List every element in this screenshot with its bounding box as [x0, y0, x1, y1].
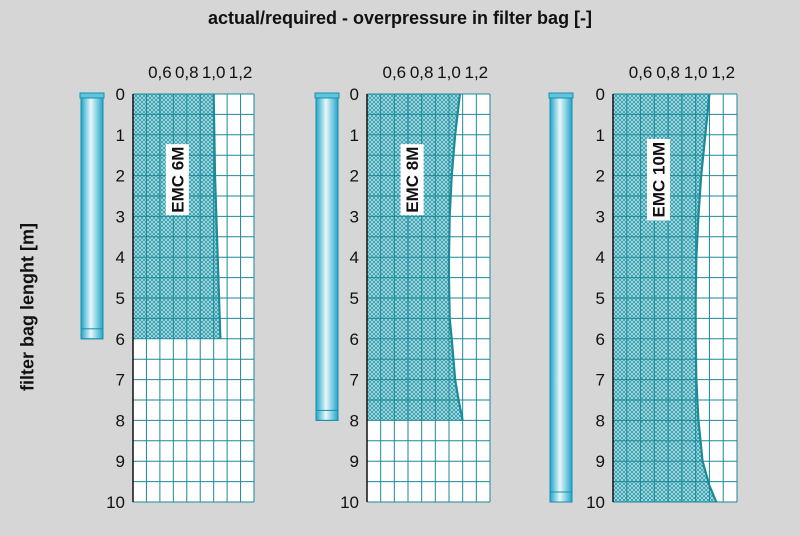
y-tick-label: 10 [340, 493, 359, 512]
x-tick-label: 0,6 [383, 63, 407, 82]
svg-text:EMC 10M: EMC 10M [649, 142, 668, 218]
series-line [212, 93, 222, 339]
x-tick-label: 1,2 [711, 63, 735, 82]
filter-bag-bottom [80, 328, 104, 340]
y-tick-label: 8 [350, 411, 359, 430]
chart-3: 0,6 0,8 1,0 1,2 0 1 2 3 4 5 6 7 8 9 10 EMC 10M [548, 63, 738, 512]
y-tick-label: 1 [350, 126, 359, 145]
y-tick-label: 8 [596, 411, 605, 430]
y-tick-label: 6 [596, 330, 605, 349]
x-tick-label: 0,8 [410, 63, 434, 82]
series-line [447, 93, 464, 421]
filter-bag-cap [314, 92, 340, 99]
y-tick-label: 2 [116, 167, 125, 186]
filter-bag-illustration [549, 93, 573, 503]
y-tick-label: 2 [596, 167, 605, 186]
y-tick-label: 7 [116, 371, 125, 390]
filter-bag-illustration [315, 93, 339, 421]
y-tick-label: 5 [350, 289, 359, 308]
x-tick-label: 1,0 [684, 63, 708, 82]
y-tick-label: 9 [116, 452, 125, 471]
y-tick-label: 6 [350, 330, 359, 349]
x-tick-label: 0,6 [629, 63, 653, 82]
y-tick-label: 8 [116, 411, 125, 430]
y-tick-label: 6 [116, 330, 125, 349]
y-tick-label: 4 [116, 248, 125, 267]
y-tick-label: 10 [106, 493, 125, 512]
x-tick-label: 1,0 [437, 63, 461, 82]
y-tick-label: 4 [596, 248, 605, 267]
x-tick-label: 1,2 [229, 63, 253, 82]
chart-title: actual/required - overpressure in filter… [207, 8, 593, 28]
chart-1: 0,6 0,8 1,0 1,2 0 1 2 3 4 5 6 7 8 9 10 EMC 6M [79, 63, 255, 512]
y-tick-label: 5 [116, 289, 125, 308]
y-tick-label: 2 [350, 167, 359, 186]
series-label: EMC 8M [400, 144, 424, 216]
y-tick-label: 10 [586, 493, 605, 512]
filter-bag-cap [79, 92, 105, 99]
y-tick-label: 9 [596, 452, 605, 471]
x-tick-label: 1,2 [465, 63, 489, 82]
filter-bag-cap [548, 92, 574, 99]
x-tick-label: 0,6 [148, 63, 172, 82]
y-tick-label: 1 [116, 126, 125, 145]
y-tick-label: 3 [350, 207, 359, 226]
y-tick-label: 7 [596, 371, 605, 390]
y-tick-label: 0 [596, 85, 605, 104]
y-tick-label: 7 [350, 371, 359, 390]
y-tick-label: 0 [116, 85, 125, 104]
x-tick-label: 0,8 [656, 63, 680, 82]
y-tick-label: 3 [116, 207, 125, 226]
y-tick-label: 0 [350, 85, 359, 104]
y-tick-label: 3 [596, 207, 605, 226]
series-label: EMC 10M [646, 138, 670, 221]
svg-text:EMC 8M: EMC 8M [403, 147, 422, 213]
chart-2: 0,6 0,8 1,0 1,2 0 1 2 3 4 5 6 7 8 9 10 EMC 8M [314, 63, 491, 512]
y-tick-label: 5 [596, 289, 605, 308]
series-label: EMC 6M [165, 144, 189, 216]
filter-bag-bottom [549, 491, 573, 503]
filter-bag-illustration [80, 93, 104, 340]
x-tick-label: 0,8 [175, 63, 199, 82]
svg-text:EMC 6M: EMC 6M [168, 147, 187, 213]
y-tick-label: 4 [350, 248, 359, 267]
x-tick-label: 1,0 [202, 63, 226, 82]
filter-bag-bottom [315, 409, 339, 421]
y-tick-label: 1 [596, 126, 605, 145]
y-tick-label: 9 [350, 452, 359, 471]
series-line [694, 93, 718, 503]
